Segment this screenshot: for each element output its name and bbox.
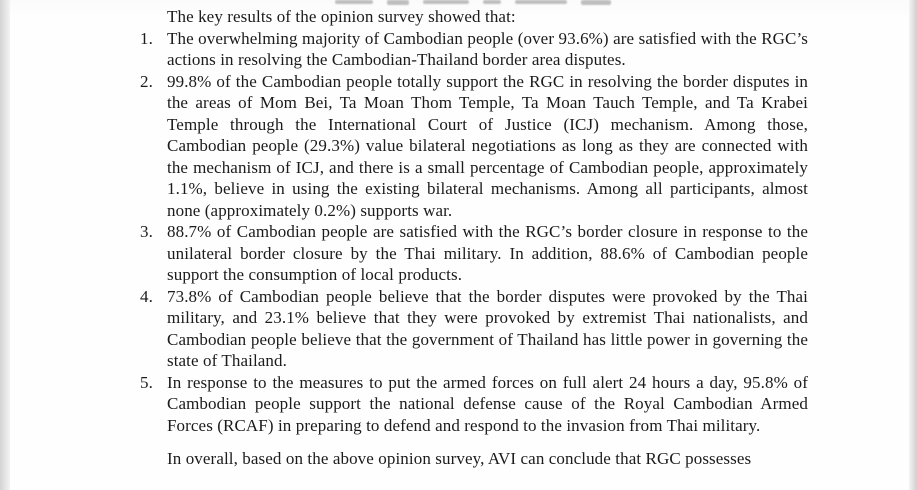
list-item-number: 2. bbox=[140, 71, 153, 91]
list-item-text: 88.7% of Cambodian people are satisfied … bbox=[167, 222, 808, 284]
text-smudge bbox=[515, 0, 567, 4]
text-smudge bbox=[483, 0, 501, 4]
text-smudge bbox=[387, 0, 409, 5]
text-smudge bbox=[581, 0, 611, 5]
list-item-text: 73.8% of Cambodian people believe that t… bbox=[167, 286, 808, 371]
intro-paragraph: The key results of the opinion survey sh… bbox=[167, 7, 516, 26]
clipped-previous-line-remnant bbox=[335, 0, 647, 5]
text-smudge bbox=[423, 0, 469, 4]
list-item-text: 99.8% of the Cambodian people totally su… bbox=[167, 71, 808, 220]
list-item: 1. The overwhelming majority of Cambodia… bbox=[140, 28, 808, 71]
numbered-list: 1. The overwhelming majority of Cambodia… bbox=[140, 28, 808, 437]
list-item-number: 1. bbox=[140, 28, 153, 48]
list-item: 4. 73.8% of Cambodian people believe tha… bbox=[140, 286, 808, 372]
list-item: 5. In response to the measures to put th… bbox=[140, 372, 808, 437]
list-item-number: 4. bbox=[140, 286, 153, 306]
list-item-number: 5. bbox=[140, 372, 153, 392]
page-left-edge-shadow bbox=[0, 0, 10, 490]
list-item: 2. 99.8% of the Cambodian people totally… bbox=[140, 71, 808, 222]
list-item-text: In response to the measures to put the a… bbox=[167, 372, 808, 435]
text-smudge bbox=[335, 0, 373, 4]
list-item: 3. 88.7% of Cambodian people are satisfi… bbox=[140, 221, 808, 286]
page-right-edge-shadow bbox=[909, 0, 917, 490]
list-item-text: The overwhelming majority of Cambodian p… bbox=[167, 28, 808, 70]
document-body: The key results of the opinion survey sh… bbox=[140, 6, 808, 470]
closing-paragraph: In overall, based on the above opinion s… bbox=[167, 449, 752, 468]
list-item-number: 3. bbox=[140, 222, 153, 241]
